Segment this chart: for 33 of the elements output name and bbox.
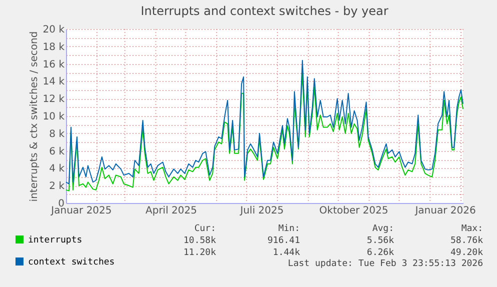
y-tick-label: 14 k xyxy=(42,76,65,88)
x-tick-label: Oktober 2025 xyxy=(319,206,388,216)
legend-label: interrupts xyxy=(28,236,82,246)
text: Last update: Tue Feb 3 23:55:13 2026 xyxy=(288,259,483,269)
text: 5.56k xyxy=(366,236,395,246)
x-tick-label: Juli 2025 xyxy=(239,206,284,216)
chart-title: Interrupts and context switches - by year xyxy=(140,4,388,18)
x-tick-label: Januar 2026 xyxy=(414,206,476,216)
x-tick-label: April 2025 xyxy=(145,206,197,216)
y-tick-label: 8 k xyxy=(49,128,65,140)
y-tick-label: 20 k xyxy=(42,24,65,36)
line-series xyxy=(66,72,464,192)
text: 58.76k xyxy=(450,236,484,246)
text: Avg: xyxy=(372,224,394,234)
y-tick-label: 12 k xyxy=(42,94,65,106)
text: Min: xyxy=(278,224,300,234)
text: 916.41 xyxy=(267,236,300,246)
y-tick-label: 10 k xyxy=(42,112,65,122)
line-series xyxy=(66,60,464,184)
y-tick-label: 18 k xyxy=(42,42,65,53)
y-tick-label: 2 k xyxy=(49,181,65,192)
text: 11.20k xyxy=(183,248,217,258)
legend-label: context switches xyxy=(28,258,115,268)
text: 49.20k xyxy=(450,248,484,258)
text: 1.44k xyxy=(272,248,301,258)
y-tick-label: 16 k xyxy=(42,59,65,70)
y-tick-label: 4 k xyxy=(49,164,65,175)
text: 6.26k xyxy=(366,248,395,258)
y-axis-title: interrupts & ctx switches / second xyxy=(28,31,40,202)
text: Max: xyxy=(461,224,483,234)
y-tick-label: 6 k xyxy=(49,146,65,158)
text: 10.58k xyxy=(183,236,217,246)
text: Cur: xyxy=(194,224,216,234)
